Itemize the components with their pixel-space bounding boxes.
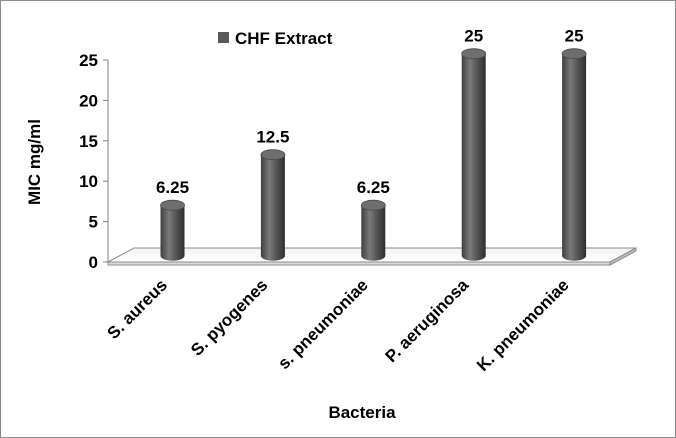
legend: CHF Extract [218,29,333,48]
x-tick-label: s. pneumoniae [274,275,372,373]
bar [461,48,487,261]
bar-cap [160,199,185,211]
data-labels: 6.25 12.5 6.25 25 25 [156,27,584,197]
bar [160,199,185,261]
bar-body [260,154,285,261]
x-tick-label: P. aeruginosa [382,275,473,366]
data-label: 6.25 [357,178,390,197]
y-tick-label: 20 [79,91,98,110]
bar-cap [461,48,487,60]
bar-cap [260,149,286,161]
legend-swatch [218,32,229,43]
bar-body [562,53,587,261]
x-tick-label: S. aureus [103,275,171,343]
data-label: 25 [565,27,584,46]
y-tick-label: 15 [79,132,98,151]
y-tick-label: 10 [79,172,98,191]
legend-label: CHF Extract [235,29,333,48]
bar [260,149,286,261]
bar [561,48,587,261]
floor-side [609,247,637,266]
x-axis-ticks: S. aureus S. pyogenes s. pneumoniae P. aeru… [103,275,572,375]
data-label: 6.25 [156,178,189,197]
x-axis-title: Bacteria [328,403,396,422]
bar [360,199,386,261]
data-label: 12.5 [256,128,289,147]
y-tick-label: 5 [89,213,98,232]
bar-body [461,53,486,261]
bar-body [160,205,185,261]
x-tick-label: K. pneumoniae [473,275,573,375]
y-axis: 0 5 10 15 20 25 [79,51,109,272]
x-tick-label: S. pyogenes [187,275,271,359]
bars [160,48,587,261]
floor-front [107,261,611,266]
bar-cap [561,48,587,60]
y-tick-label: 25 [79,51,98,70]
bar-body [361,205,386,261]
y-axis-title: MIC mg/ml [25,119,44,205]
y-tick-label: 0 [89,253,98,272]
bar-cap [360,199,386,211]
data-label: 25 [464,27,483,46]
